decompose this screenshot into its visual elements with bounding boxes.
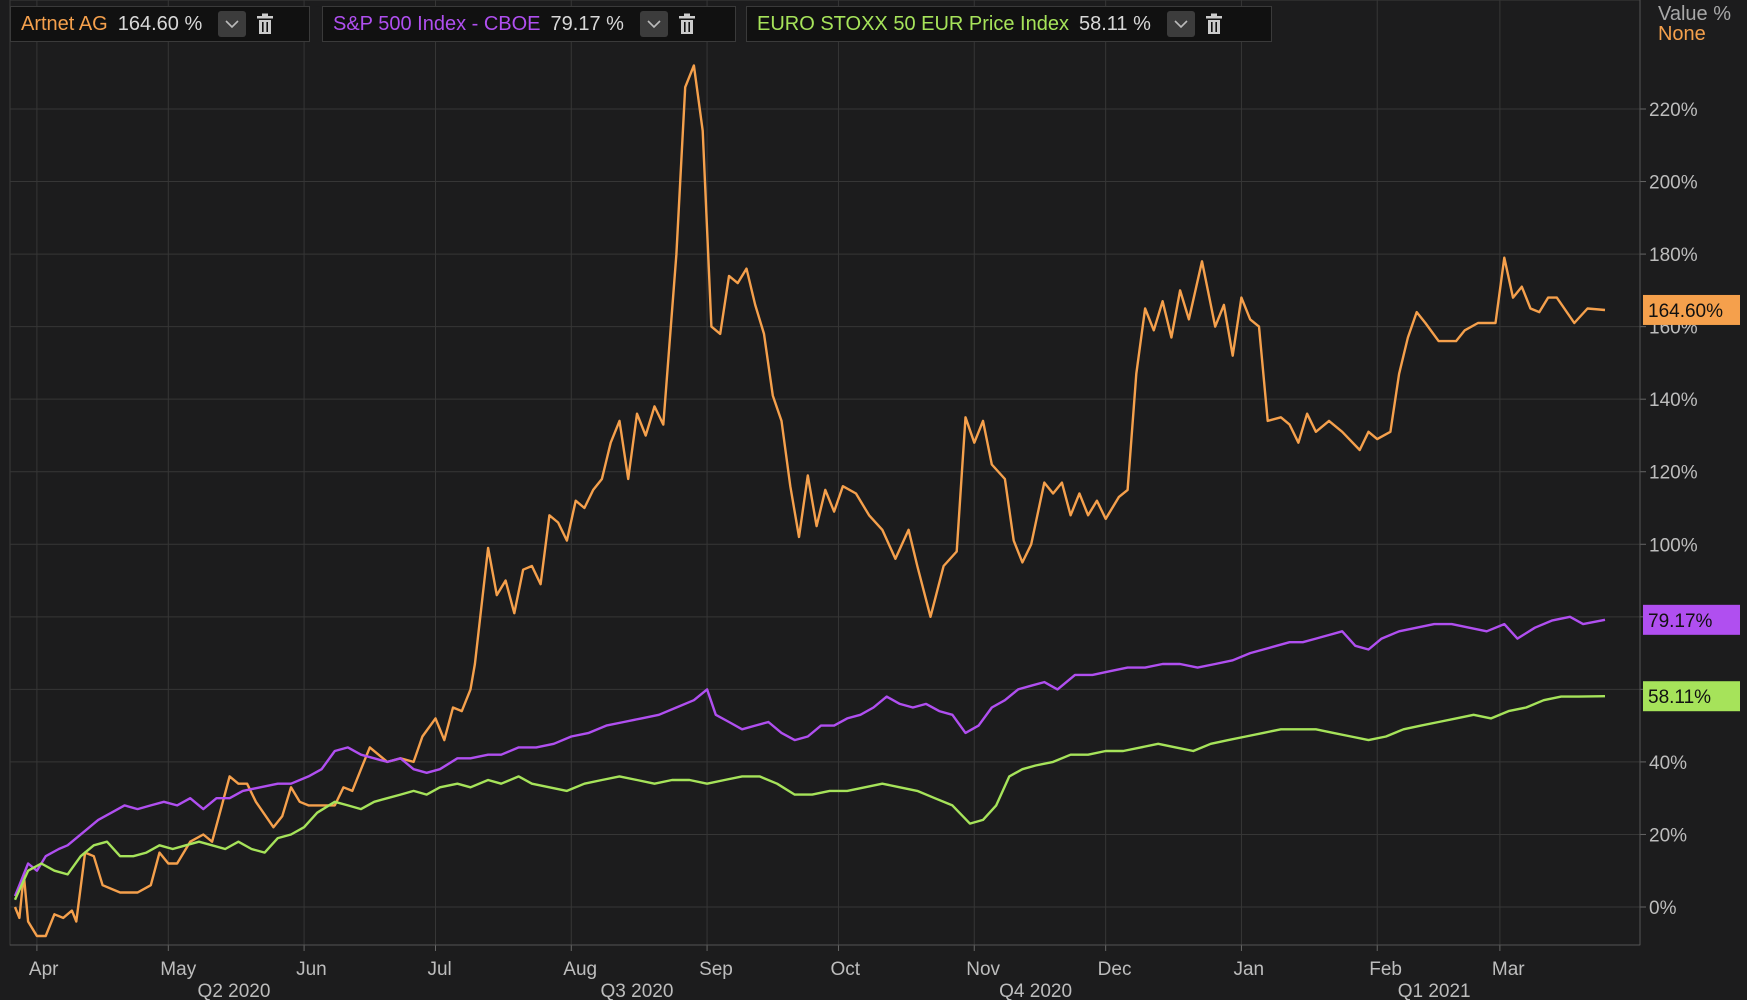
x-tick-label: Sep: [699, 959, 733, 980]
delete-series-button[interactable]: [1201, 11, 1227, 37]
y-tick-label: 200%: [1649, 173, 1698, 194]
quarter-label: Q3 2020: [601, 981, 674, 1000]
chevron-down-icon: [1174, 20, 1188, 29]
y-tick-label: 140%: [1649, 390, 1698, 411]
series-options-button[interactable]: [218, 11, 247, 37]
chevron-down-icon: [225, 20, 239, 29]
end-label-text: 58.11%: [1648, 687, 1711, 708]
y-tick-label: 120%: [1649, 463, 1698, 484]
delete-series-button[interactable]: [674, 11, 700, 37]
x-tick-label: Jun: [296, 959, 327, 980]
legend-name: EURO STOXX 50 EUR Price Index: [757, 12, 1069, 35]
series-options-button[interactable]: [1166, 11, 1195, 37]
end-label-box: [1643, 294, 1740, 325]
x-tick-label: May: [160, 959, 196, 980]
quarter-label: Q1 2021: [1398, 981, 1471, 1000]
legend-item-artnet: Artnet AG 164.60 %: [10, 6, 310, 42]
legend-name: S&P 500 Index - CBOE: [333, 12, 541, 35]
quarter-label: Q2 2020: [198, 981, 271, 1000]
grid-layer: [9, 0, 1641, 946]
y-tick-label: 20%: [1649, 825, 1687, 846]
series-line-0: [13, 64, 1606, 938]
y-axis-header: Value % None: [1658, 4, 1731, 44]
series-options-button[interactable]: [639, 11, 668, 37]
x-tick-label: Nov: [966, 959, 1000, 980]
chevron-down-icon: [647, 20, 661, 29]
end-label-box: [1643, 604, 1740, 635]
trash-icon: [257, 13, 274, 34]
y-tick-label: 180%: [1649, 245, 1698, 266]
y-axis-title: Value %: [1657, 3, 1731, 25]
legend-value: 79.17 %: [550, 12, 624, 35]
x-tick-label: Aug: [563, 959, 597, 980]
series-line-2: [13, 695, 1606, 901]
legend-item-sp500: S&P 500 Index - CBOE 79.17 %: [322, 6, 736, 42]
x-tick-label: Feb: [1369, 959, 1402, 980]
y-tick-label: 100%: [1649, 535, 1698, 556]
x-tick-label: Jul: [427, 959, 451, 980]
y-tick-label: 40%: [1649, 753, 1687, 774]
y-axis-mode: None: [1657, 23, 1706, 45]
x-tick-label: Mar: [1492, 959, 1525, 980]
legend-item-eurostoxx: EURO STOXX 50 EUR Price Index 58.11 %: [746, 6, 1272, 42]
x-tick-label: Dec: [1098, 959, 1132, 980]
y-tick-label: 0%: [1649, 898, 1677, 919]
end-label-text: 79.17%: [1648, 611, 1713, 632]
end-label-text: 164.60%: [1648, 301, 1723, 322]
end-label-layer: 164.60% 79.17% 58.11%: [1643, 294, 1740, 712]
legend-value: 164.60 %: [117, 12, 203, 35]
series-layer: [13, 64, 1606, 938]
trash-icon: [678, 13, 695, 34]
x-tick-label: Apr: [29, 959, 59, 980]
end-label-box: [1643, 681, 1740, 712]
series-line-1: [13, 615, 1606, 897]
delete-series-button[interactable]: [252, 11, 278, 37]
x-tick-label: Oct: [830, 959, 860, 980]
x-tick-label: Jan: [1233, 959, 1264, 980]
quarter-label: Q4 2020: [999, 981, 1072, 1000]
trash-icon: [1205, 13, 1222, 34]
legend-value: 58.11 %: [1078, 12, 1151, 35]
y-tick-label: 220%: [1649, 100, 1698, 121]
legend-name: Artnet AG: [21, 12, 108, 35]
